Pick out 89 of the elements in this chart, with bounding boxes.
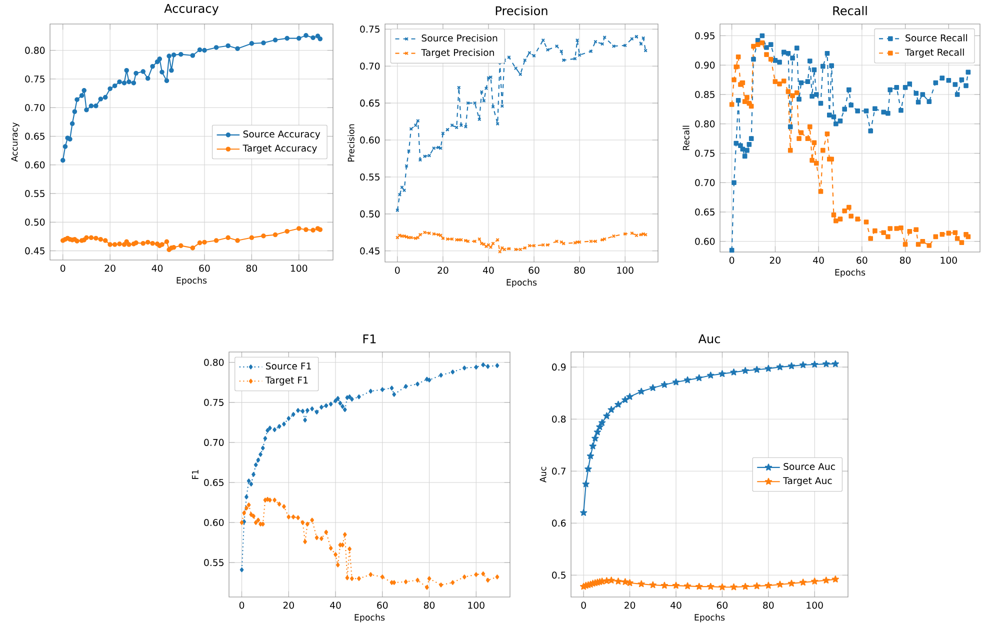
chart-title: Recall [833,6,867,16]
x-tick-label: 100 [806,602,823,609]
x-tick-label: 80 [424,602,435,609]
y-tick-label: 0.65 [360,100,380,107]
x-tick-label: 0 [729,256,734,264]
x-tick-label: 100 [468,602,484,609]
x-tick-label: 60 [528,266,540,274]
x-tick-label: 100 [617,266,634,274]
x-tick-label: 20 [438,266,448,274]
x-tick-label: 80 [900,256,911,264]
y-tick-label: 0.55 [25,190,44,198]
legend-label: Target Auc [783,477,832,486]
y-tick-label: 0.5 [552,572,566,579]
y-tick-label: 0.6 [552,520,566,527]
y-axis-title: Recall [682,126,690,150]
chart-title: Auc [698,334,720,344]
x-tick-label: 40 [670,602,682,609]
y-tick-label: 0.75 [25,75,44,82]
x-tick-label: 40 [152,264,163,272]
y-tick-label: 0.65 [695,208,714,216]
x-axis-title: Epochs [694,614,725,622]
legend-label: Target Recall [904,48,964,58]
y-tick-label: 0.65 [25,132,44,140]
x-tick-label: 0 [395,266,400,274]
y-tick-label: 0.8 [552,416,566,423]
y-tick-label: 0.60 [204,519,224,526]
y-tick-label: 0.70 [360,62,380,70]
y-tick-label: 0.80 [204,358,224,366]
x-tick-label: 20 [283,602,294,609]
y-tick-label: 0.60 [25,161,45,168]
y-tick-label: 0.80 [695,120,715,128]
legend-label: Target Accuracy [242,144,317,154]
y-tick-label: 0.80 [25,46,45,54]
y-tick-label: 0.45 [360,247,380,254]
x-tick-label: 40 [483,266,494,274]
x-axis-title: Epochs [176,276,207,286]
x-tick-label: 100 [291,264,308,272]
y-tick-label: 0.60 [695,238,715,245]
x-tick-label: 60 [856,256,868,264]
x-tick-label: 60 [377,602,388,609]
y-tick-label: 0.75 [360,26,380,33]
x-tick-label: 0 [60,264,66,272]
y-tick-label: 0.75 [695,150,714,157]
x-tick-label: 20 [104,264,116,272]
x-tick-label: 60 [716,602,728,609]
y-tick-label: 0.95 [695,32,714,40]
x-tick-label: 20 [770,256,781,264]
y-tick-label: 0.9 [552,364,566,371]
x-axis-title: Epochs [354,614,385,622]
x-tick-label: 0 [581,602,586,609]
legend-label: Source Recall [906,34,967,42]
legend-label: Source Precision [422,34,498,42]
y-tick-label: 0.90 [695,62,715,69]
y-tick-label: 0.65 [204,478,224,486]
y-tick-label: 0.85 [695,90,714,98]
y-tick-label: 0.70 [204,438,224,446]
legend-label: Target F1 [265,376,308,386]
legend-label: Source Auc [784,462,835,470]
x-tick-label: 80 [763,602,774,609]
y-axis-title: F1 [192,470,198,479]
legend-label: Target Precision [421,48,494,58]
y-axis-title: Auc [540,466,546,483]
x-tick-label: 80 [246,264,257,272]
legend-label: Source F1 [266,362,311,370]
x-tick-label: 40 [813,256,824,264]
y-tick-label: 0.75 [204,398,224,406]
y-tick-label: 0.70 [695,179,715,186]
legend-label: Source Accuracy [243,130,320,140]
y-tick-label: 0.55 [204,559,224,566]
x-tick-label: 100 [940,256,957,264]
x-tick-label: 80 [574,266,585,274]
x-axis-title: Epochs [506,278,537,288]
y-tick-label: 0.55 [360,173,380,181]
chart-title: F1 [363,334,376,344]
chart-title: Precision [496,6,548,16]
y-tick-label: 0.70 [25,104,45,112]
y-tick-label: 0.50 [25,218,45,226]
y-tick-label: 0.50 [360,210,380,218]
y-tick-label: 0.60 [360,136,380,144]
x-tick-label: 60 [199,264,210,272]
y-tick-label: 0.7 [552,468,566,475]
x-tick-label: 0 [239,602,244,609]
x-tick-label: 20 [624,602,636,609]
y-axis-title: Accuracy [11,122,20,162]
x-axis-title: Epochs [835,268,866,278]
chart-title: Accuracy [164,4,219,16]
y-tick-label: 0.45 [25,247,44,254]
x-tick-label: 40 [330,602,341,609]
y-axis-title: Precision [348,124,354,162]
